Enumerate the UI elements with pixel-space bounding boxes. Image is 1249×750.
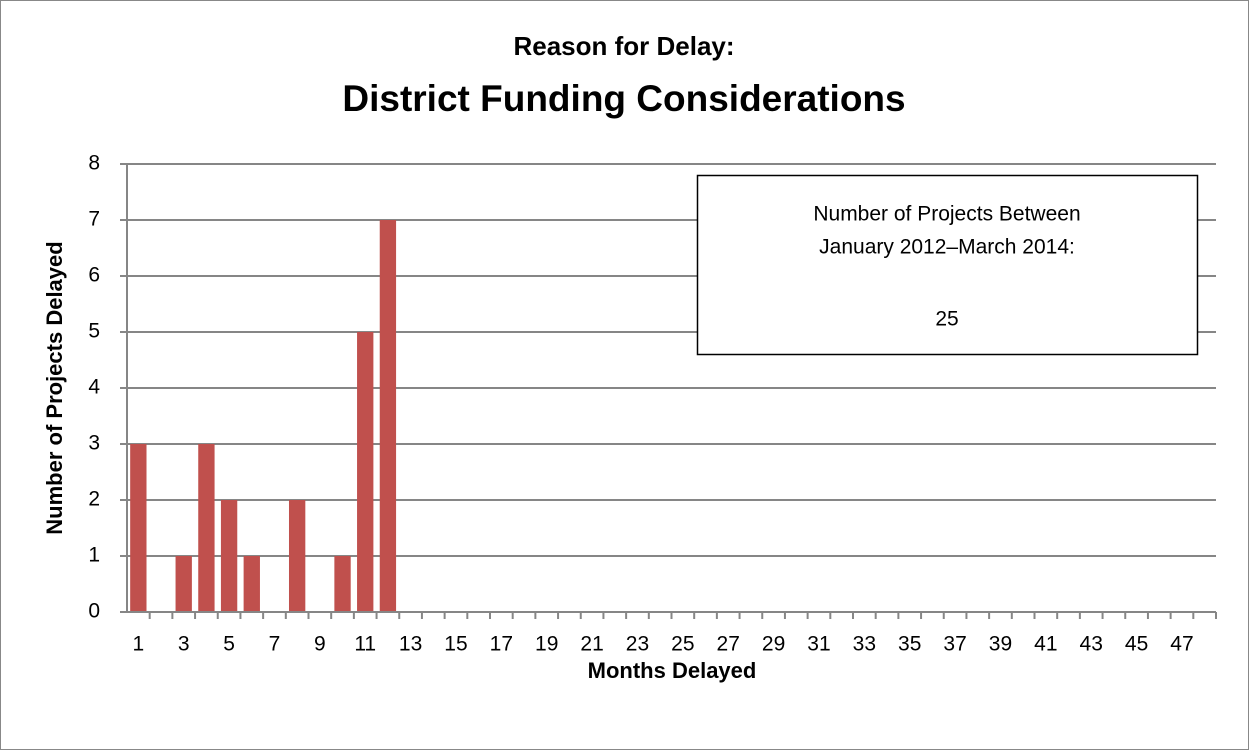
x-tick-label: 31 [807, 633, 830, 656]
x-tick-label: 33 [853, 633, 876, 656]
x-tick-label: 29 [762, 633, 785, 656]
x-tick-label: 25 [671, 633, 694, 656]
bar [243, 556, 260, 612]
x-tick-label: 13 [399, 633, 422, 656]
x-axis-title: Months Delayed [588, 658, 757, 683]
x-tick-label: 17 [490, 633, 513, 656]
y-tick-label: 0 [88, 600, 100, 623]
x-tick-label: 45 [1125, 633, 1148, 656]
x-tick-label: 37 [943, 633, 966, 656]
x-tick-label: 47 [1170, 633, 1193, 656]
annotation-text: January 2012–March 2014: [819, 236, 1075, 259]
bar [130, 444, 147, 612]
x-tick-label: 19 [535, 633, 558, 656]
y-tick-label: 3 [88, 432, 100, 455]
bar [334, 556, 351, 612]
chart-subtitle: District Funding Considerations [342, 78, 905, 119]
bar [220, 500, 238, 612]
annotation-box [696, 174, 1199, 356]
x-tick-label: 27 [717, 633, 740, 656]
bar [288, 500, 306, 612]
bar [357, 332, 374, 612]
y-tick-label: 5 [88, 320, 100, 343]
y-tick-label: 4 [88, 376, 100, 399]
x-tick-label: 7 [269, 633, 281, 656]
y-tick-label: 7 [88, 208, 100, 231]
x-tick-label: 9 [314, 633, 326, 656]
x-tick-label: 5 [223, 633, 235, 656]
y-tick-label: 8 [88, 152, 100, 175]
x-tick-label: 1 [133, 633, 145, 656]
x-tick-label: 21 [580, 633, 603, 656]
x-tick-label: 39 [989, 633, 1012, 656]
annotation-text: 25 [935, 308, 958, 331]
x-tick-label: 23 [626, 633, 649, 656]
x-tick-label: 41 [1034, 633, 1057, 656]
bar [175, 556, 192, 612]
chart-title: Reason for Delay: [513, 31, 734, 61]
bar [379, 220, 397, 612]
x-tick-label: 3 [178, 633, 190, 656]
x-tick-label: 43 [1080, 633, 1103, 656]
x-tick-label: 35 [898, 633, 921, 656]
y-tick-label: 1 [88, 544, 100, 567]
y-axis-title: Number of Projects Delayed [42, 241, 67, 534]
x-tick-label: 11 [354, 633, 376, 656]
y-tick-label: 2 [88, 488, 100, 511]
y-tick-label: 6 [88, 264, 100, 287]
bar [198, 444, 215, 612]
annotation-text: Number of Projects Between [813, 203, 1080, 226]
x-tick-label: 15 [444, 633, 467, 656]
